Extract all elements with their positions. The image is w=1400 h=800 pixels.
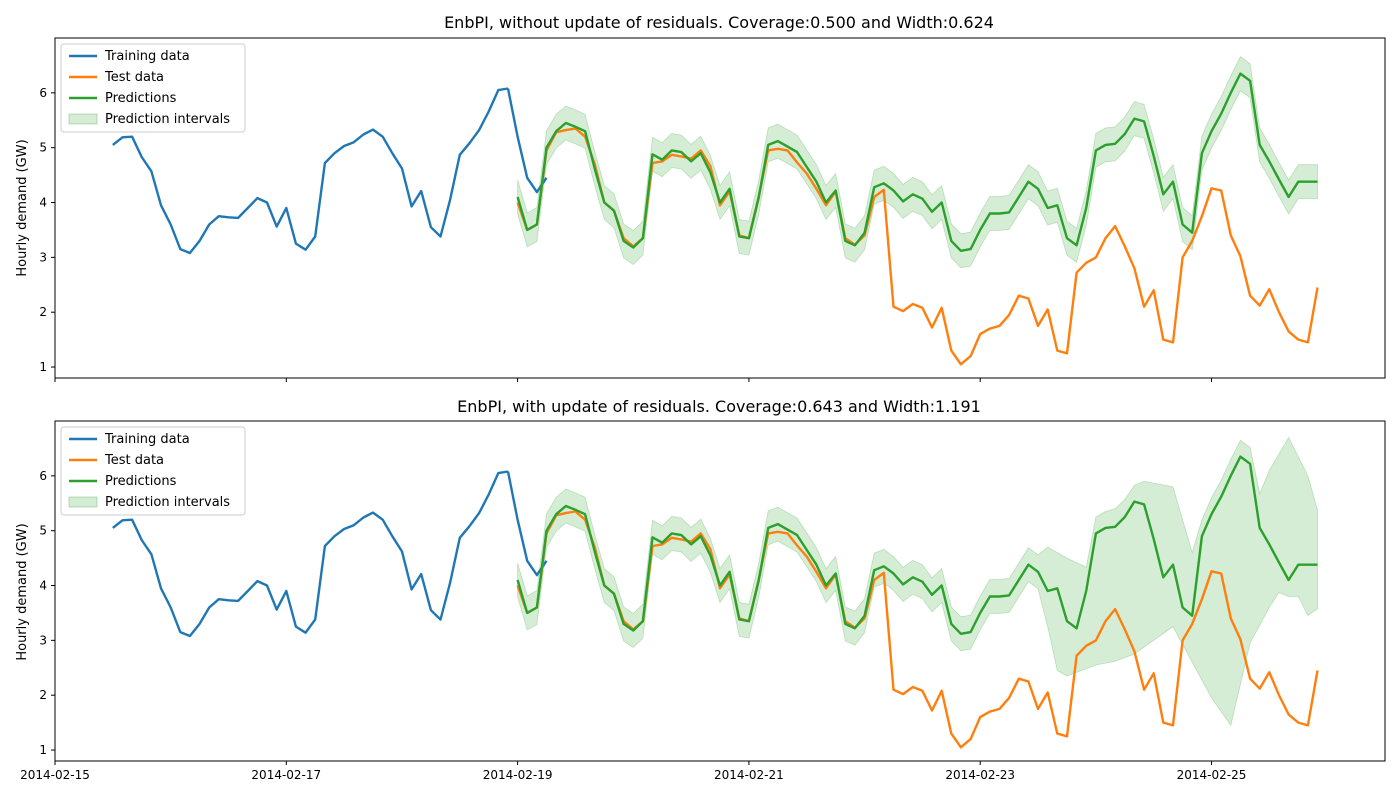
y-axis-label: Hourly demand (GW) — [15, 139, 30, 276]
y-axis-label: Hourly demand (GW) — [15, 523, 30, 660]
y-tick-label: 5 — [39, 524, 47, 538]
series-line-predictions — [516, 455, 1318, 635]
y-tick-label: 2 — [39, 305, 47, 319]
chart-title: EnbPI, with update of residuals. Coverag… — [457, 397, 981, 416]
legend: Training data Test data Predictions Predict… — [60, 426, 246, 516]
y-tick-label: 6 — [39, 86, 47, 100]
y-tick-label: 1 — [39, 360, 47, 374]
plot-area: 1 2 3 4 5 6 Training data Test data Predictions P… — [39, 37, 1386, 382]
plot-area: 1 2 3 4 5 6 2014-02-15 2014-02-17 2014-02-19 2014… — [20, 420, 1386, 782]
legend: Training data Test data Predictions Predict… — [60, 43, 246, 133]
x-tick-label: 2014-02-17 — [251, 768, 321, 782]
y-tick-label: 5 — [39, 141, 47, 155]
legend-label: Prediction intervals — [105, 495, 230, 510]
y-tick-label: 4 — [39, 579, 47, 593]
x-tick-label: 2014-02-25 — [1177, 768, 1247, 782]
legend-label: Prediction intervals — [105, 112, 230, 127]
series-line-training-data — [112, 470, 509, 638]
legend-swatch — [68, 496, 98, 508]
x-tick-label: 2014-02-21 — [714, 768, 784, 782]
series-line-training-data — [112, 87, 509, 255]
axes-frame — [54, 420, 1386, 762]
y-tick-label: 3 — [39, 633, 47, 647]
y-tick-label: 6 — [39, 469, 47, 483]
series-line-predictions — [516, 72, 1318, 253]
legend-label: Training data — [104, 432, 190, 447]
legend-swatch — [68, 113, 98, 125]
y-tick-label: 1 — [39, 743, 47, 757]
chart-panel-top: EnbPI, without update of residuals. Cove… — [15, 13, 1386, 382]
legend-label: Predictions — [105, 474, 177, 489]
legend-label: Test data — [104, 453, 164, 468]
chart-panel-bottom: EnbPI, with update of residuals. Coverag… — [15, 397, 1386, 782]
y-tick-label: 4 — [39, 196, 47, 210]
legend-label: Predictions — [105, 91, 177, 106]
legend-label: Training data — [104, 49, 190, 64]
x-tick-label: 2014-02-19 — [483, 768, 553, 782]
chart-title: EnbPI, without update of residuals. Cove… — [444, 13, 994, 32]
legend-box — [60, 43, 246, 133]
x-tick-label: 2014-02-15 — [20, 768, 90, 782]
y-tick-label: 3 — [39, 250, 47, 264]
legend-box — [60, 426, 246, 516]
series-line-training-data-tail — [506, 471, 548, 577]
x-tick-label: 2014-02-23 — [945, 768, 1015, 782]
y-tick-label: 2 — [39, 688, 47, 702]
series-line-training-data-tail — [506, 88, 548, 194]
axes-frame — [54, 37, 1386, 379]
prediction-interval-band — [517, 436, 1318, 727]
legend-label: Test data — [104, 70, 164, 85]
